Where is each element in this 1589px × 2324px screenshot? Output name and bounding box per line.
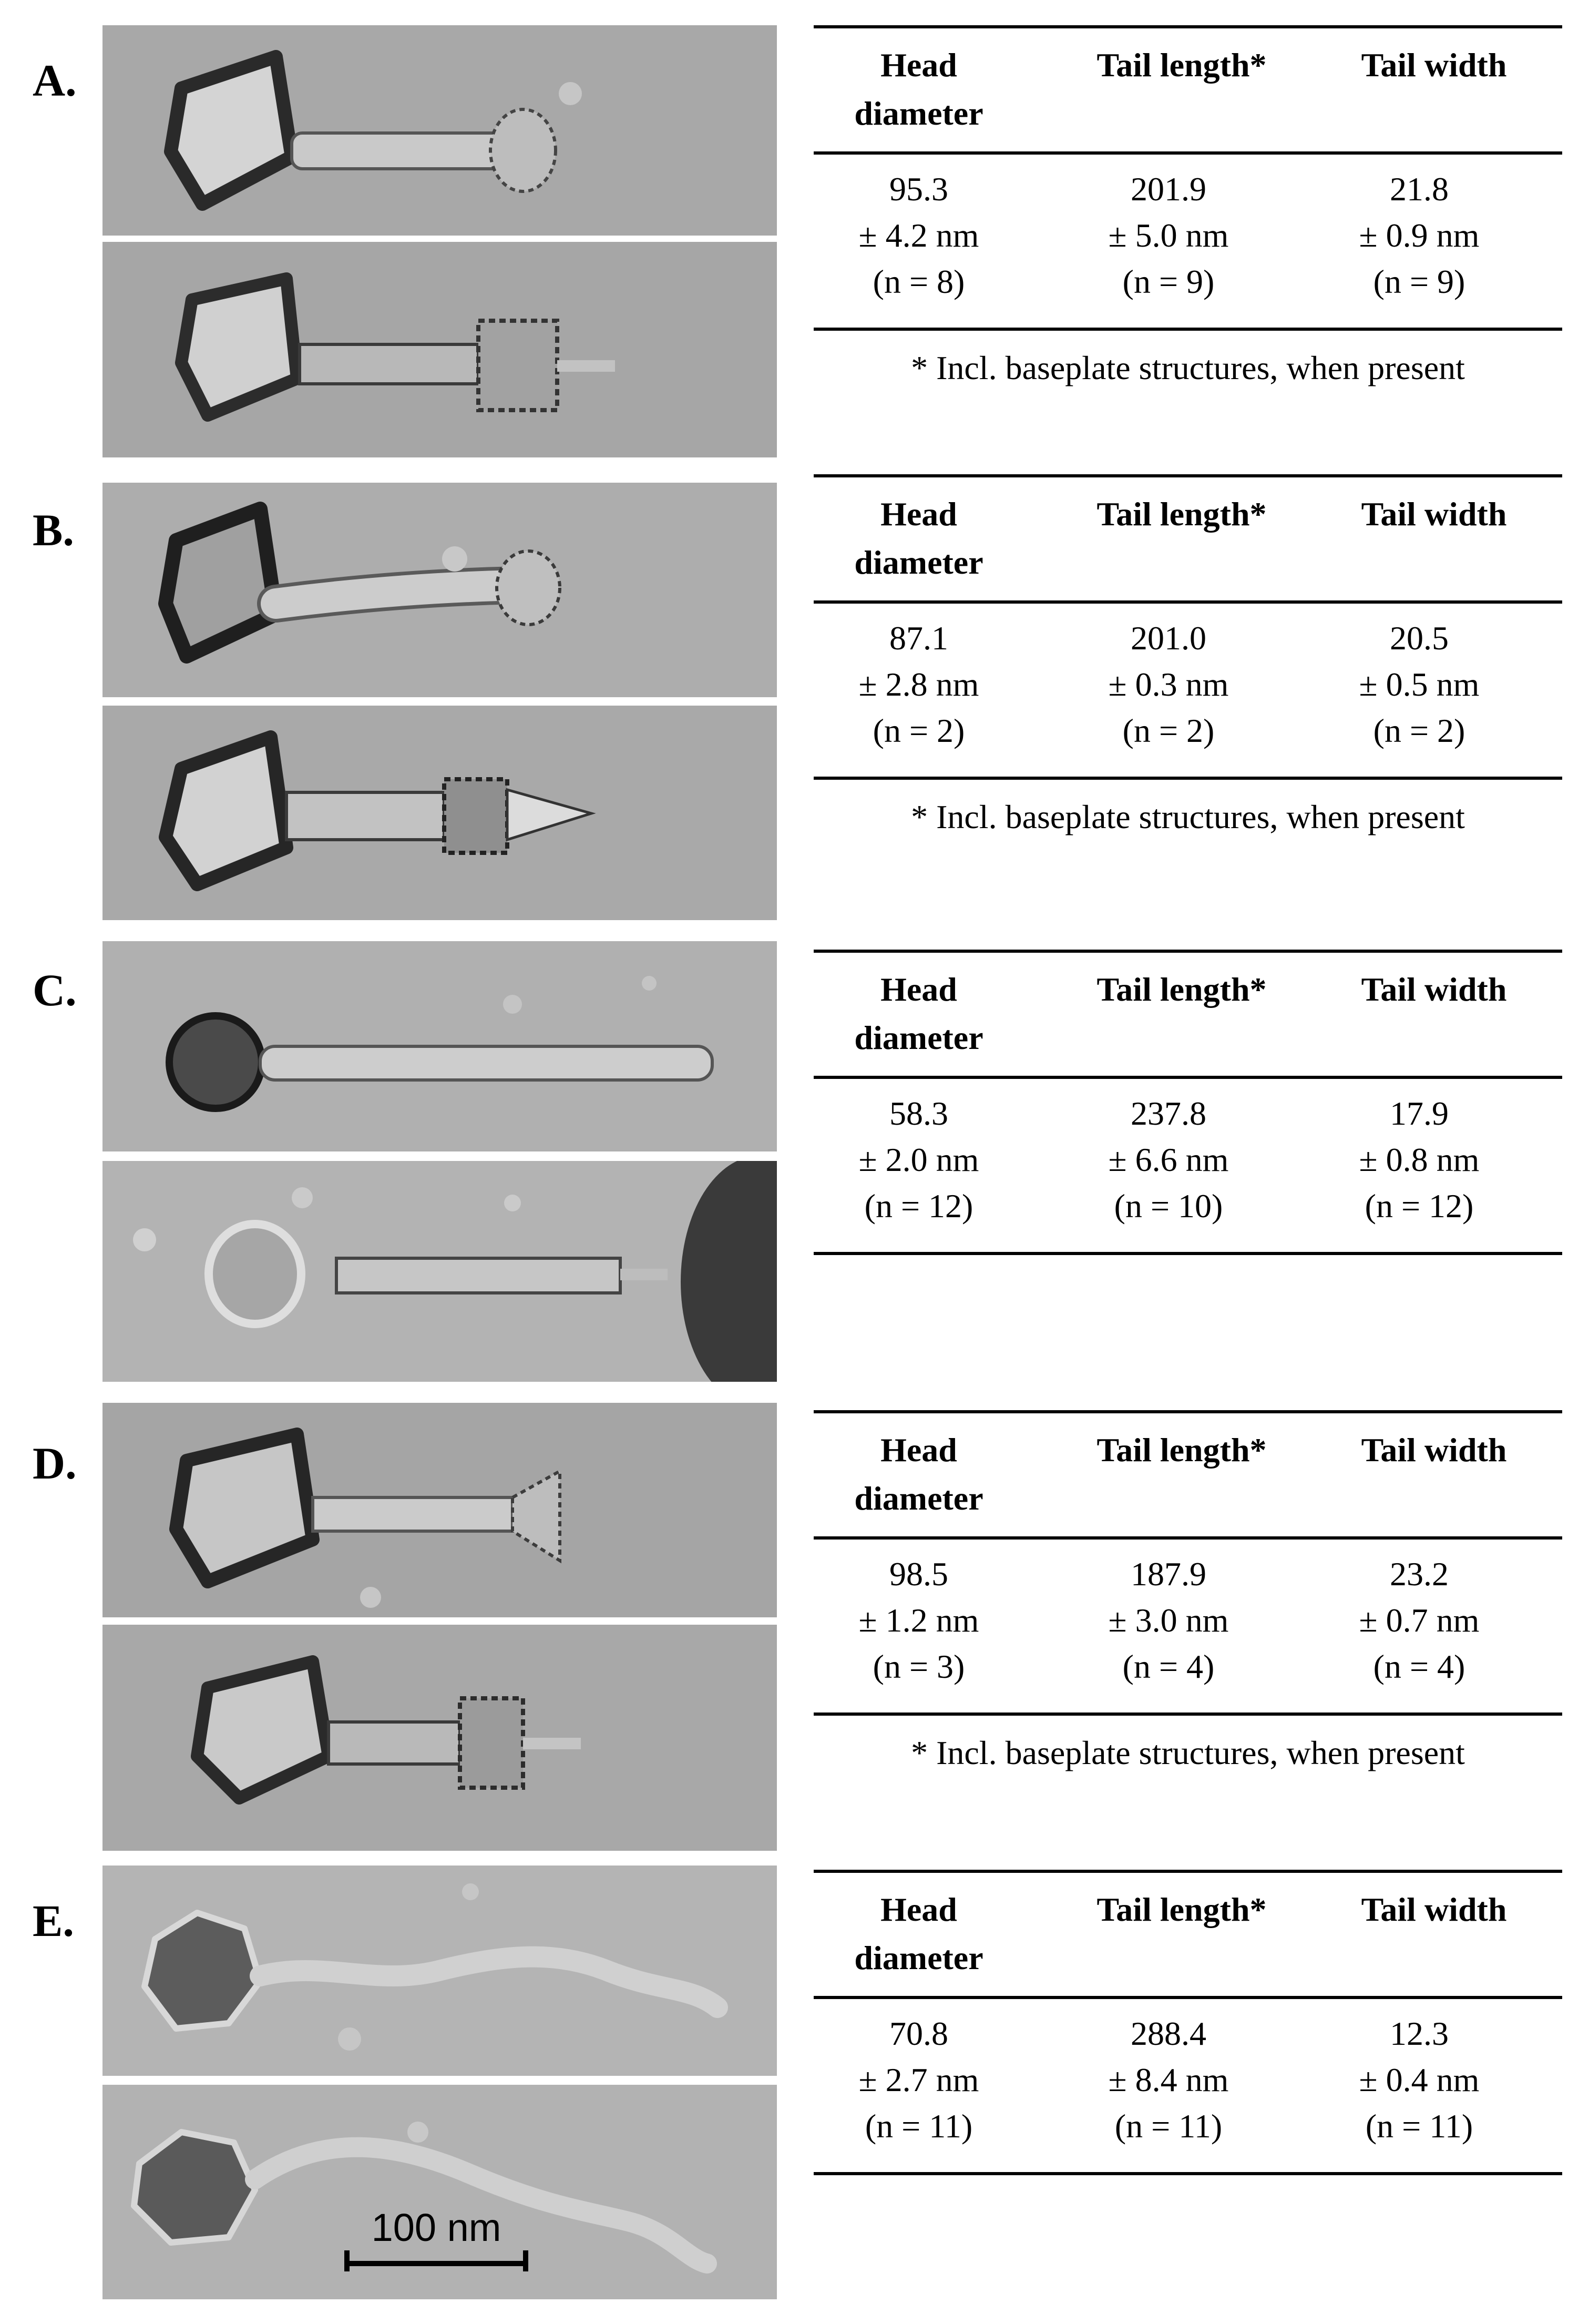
micrograph-top: [102, 941, 777, 1151]
tail-width-value: 23.2: [1293, 1551, 1545, 1597]
table-header-rule: [814, 1076, 1562, 1079]
header-tail-length: Tail length*: [1055, 41, 1308, 89]
head-diameter-value: 58.3: [793, 1090, 1045, 1137]
micrograph-bottom: [102, 1161, 777, 1382]
tail-width-n: (n = 2): [1293, 708, 1545, 754]
tail-length-sd: ± 3.0 nm: [1042, 1597, 1295, 1644]
tail-length-value: 237.8: [1042, 1090, 1295, 1137]
tail-length-sd: ± 5.0 nm: [1042, 212, 1295, 259]
tail-width-value: 21.8: [1293, 166, 1545, 212]
tail-width-n: (n = 9): [1293, 259, 1545, 305]
header-tail-width: Tail width: [1308, 41, 1560, 89]
tail-length-value: 288.4: [1042, 2011, 1295, 2057]
header-tail-width: Tail width: [1308, 490, 1560, 538]
header-tail-width: Tail width: [1308, 1885, 1560, 1934]
tail-width-sd: ± 0.7 nm: [1293, 1597, 1545, 1644]
table-bottom-rule: [814, 777, 1562, 780]
panel-label: B.: [33, 507, 74, 553]
header-head-diameter: Head diameter: [814, 1426, 1024, 1523]
tail-length-value: 201.9: [1042, 166, 1295, 212]
tail-length-value: 201.0: [1042, 615, 1295, 661]
micrograph-top: [102, 483, 777, 697]
panel-label: A.: [33, 58, 77, 103]
table-header-rule: [814, 1996, 1562, 1999]
header-tail-length: Tail length*: [1055, 965, 1308, 1014]
scale-bar-left-tick: [344, 2250, 350, 2271]
tail-width-sd: ± 0.4 nm: [1293, 2057, 1545, 2103]
panel-label: C.: [33, 967, 77, 1013]
tail-length-sd: ± 0.3 nm: [1042, 661, 1295, 708]
tail-width-sd: ± 0.5 nm: [1293, 661, 1545, 708]
header-tail-width: Tail width: [1308, 965, 1560, 1014]
scale-bar-right-tick: [523, 2250, 528, 2271]
table-top-rule: [814, 25, 1562, 28]
head-diameter-sd: ± 2.7 nm: [793, 2057, 1045, 2103]
tail-width-sd: ± 0.9 nm: [1293, 212, 1545, 259]
micrograph-top: [102, 25, 777, 236]
head-diameter-value: 95.3: [793, 166, 1045, 212]
tail-width-n: (n = 12): [1293, 1183, 1545, 1229]
head-diameter-n: (n = 3): [793, 1644, 1045, 1690]
header-head-diameter: Head diameter: [814, 490, 1024, 587]
micrograph-bottom: [102, 1625, 777, 1851]
head-diameter-n: (n = 12): [793, 1183, 1045, 1229]
header-tail-width: Tail width: [1308, 1426, 1560, 1474]
micrograph-bottom: [102, 242, 777, 457]
tail-width-n: (n = 4): [1293, 1644, 1545, 1690]
micrograph-top: [102, 1866, 777, 2076]
footnote: * Incl. baseplate structures, when prese…: [814, 796, 1562, 838]
tail-length-value: 187.9: [1042, 1551, 1295, 1597]
tail-length-n: (n = 10): [1042, 1183, 1295, 1229]
footnote: * Incl. baseplate structures, when prese…: [814, 1732, 1562, 1774]
head-diameter-sd: ± 2.0 nm: [793, 1137, 1045, 1183]
tail-length-n: (n = 11): [1042, 2103, 1295, 2149]
table-header-rule: [814, 151, 1562, 155]
micrograph-bottom: [102, 706, 777, 920]
header-head-diameter: Head diameter: [814, 965, 1024, 1062]
tail-width-value: 12.3: [1293, 2011, 1545, 2057]
table-top-rule: [814, 1410, 1562, 1413]
tail-width-n: (n = 11): [1293, 2103, 1545, 2149]
panel-label: D.: [33, 1441, 77, 1486]
table-top-rule: [814, 474, 1562, 477]
head-diameter-sd: ± 4.2 nm: [793, 212, 1045, 259]
panel-label: E.: [33, 1898, 74, 1943]
scale-bar-label: 100 nm: [344, 2208, 528, 2247]
tail-length-sd: ± 8.4 nm: [1042, 2057, 1295, 2103]
head-diameter-n: (n = 8): [793, 259, 1045, 305]
tail-length-n: (n = 2): [1042, 708, 1295, 754]
footnote: * Incl. baseplate structures, when prese…: [814, 347, 1562, 389]
table-bottom-rule: [814, 2172, 1562, 2175]
tail-width-sd: ± 0.8 nm: [1293, 1137, 1545, 1183]
tail-width-value: 17.9: [1293, 1090, 1545, 1137]
table-bottom-rule: [814, 328, 1562, 331]
table-header-rule: [814, 600, 1562, 604]
tail-length-sd: ± 6.6 nm: [1042, 1137, 1295, 1183]
table-header-rule: [814, 1536, 1562, 1540]
header-head-diameter: Head diameter: [814, 41, 1024, 138]
scale-bar-line: [344, 2261, 528, 2266]
header-tail-length: Tail length*: [1055, 490, 1308, 538]
table-top-rule: [814, 1870, 1562, 1873]
head-diameter-value: 70.8: [793, 2011, 1045, 2057]
header-head-diameter: Head diameter: [814, 1885, 1024, 1982]
micrograph-top: [102, 1403, 777, 1617]
head-diameter-value: 98.5: [793, 1551, 1045, 1597]
header-tail-length: Tail length*: [1055, 1885, 1308, 1934]
tail-length-n: (n = 9): [1042, 259, 1295, 305]
table-top-rule: [814, 950, 1562, 953]
table-bottom-rule: [814, 1713, 1562, 1716]
head-diameter-sd: ± 2.8 nm: [793, 661, 1045, 708]
tail-length-n: (n = 4): [1042, 1644, 1295, 1690]
head-diameter-n: (n = 11): [793, 2103, 1045, 2149]
header-tail-length: Tail length*: [1055, 1426, 1308, 1474]
head-diameter-n: (n = 2): [793, 708, 1045, 754]
scale-bar: 100 nm: [344, 2208, 528, 2277]
tail-width-value: 20.5: [1293, 615, 1545, 661]
table-bottom-rule: [814, 1252, 1562, 1255]
head-diameter-sd: ± 1.2 nm: [793, 1597, 1045, 1644]
head-diameter-value: 87.1: [793, 615, 1045, 661]
